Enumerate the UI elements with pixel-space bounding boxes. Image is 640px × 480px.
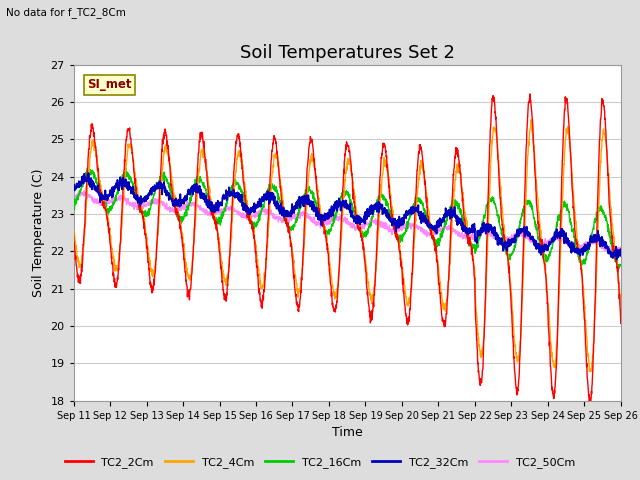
Y-axis label: Soil Temperature (C): Soil Temperature (C) bbox=[32, 168, 45, 297]
Title: Soil Temperatures Set 2: Soil Temperatures Set 2 bbox=[240, 44, 454, 62]
Legend: TC2_2Cm, TC2_4Cm, TC2_16Cm, TC2_32Cm, TC2_50Cm: TC2_2Cm, TC2_4Cm, TC2_16Cm, TC2_32Cm, TC… bbox=[60, 452, 580, 472]
X-axis label: Time: Time bbox=[332, 426, 363, 439]
Text: No data for f_TC2_8Cm: No data for f_TC2_8Cm bbox=[6, 7, 126, 18]
Text: SI_met: SI_met bbox=[87, 78, 132, 91]
